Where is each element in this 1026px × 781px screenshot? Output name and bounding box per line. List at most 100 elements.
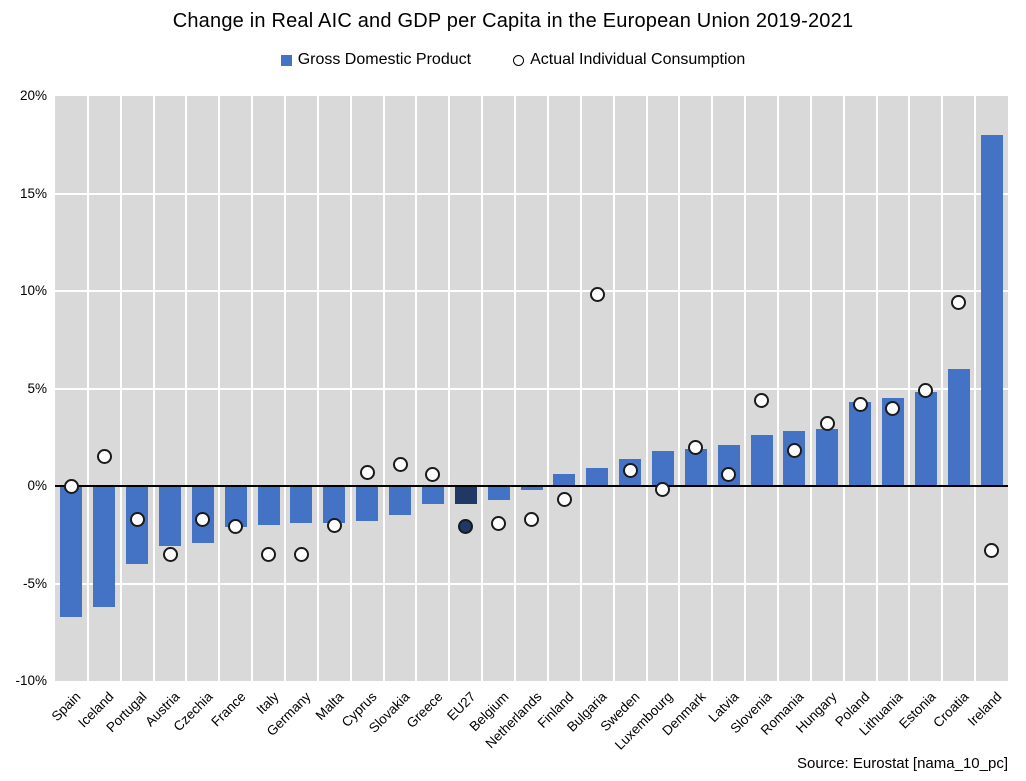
aic-marker-greece bbox=[425, 466, 441, 482]
aic-marker-slovakia bbox=[392, 457, 408, 473]
aic-marker-eu27 bbox=[458, 519, 474, 535]
aic-marker-lithuania bbox=[885, 400, 901, 416]
column-separator bbox=[218, 96, 221, 681]
bar-france bbox=[224, 486, 247, 527]
column-separator bbox=[809, 96, 812, 681]
aic-marker-romania bbox=[786, 443, 802, 459]
aic-marker-belgium bbox=[491, 515, 507, 531]
y-axis-tick: 15% bbox=[19, 185, 47, 201]
legend-gdp-label: Gross Domestic Product bbox=[297, 51, 472, 68]
legend-aic-label: Actual Individual Consumption bbox=[530, 51, 746, 68]
bar-hungary bbox=[816, 429, 839, 486]
column-separator bbox=[251, 96, 254, 681]
bar-lithuania bbox=[881, 398, 904, 486]
bar-romania bbox=[783, 431, 806, 486]
column-separator bbox=[481, 96, 484, 681]
bar-iceland bbox=[93, 486, 116, 607]
y-axis-tick: 10% bbox=[19, 283, 47, 298]
bar-poland bbox=[849, 402, 872, 486]
aic-marker-poland bbox=[852, 396, 868, 412]
y-axis-tick: 20% bbox=[19, 88, 47, 103]
bar-denmark bbox=[684, 448, 707, 486]
bar-estonia bbox=[914, 392, 937, 486]
aic-marker-finland bbox=[556, 492, 572, 508]
aic-marker-czechia bbox=[195, 511, 211, 527]
aic-marker-croatia bbox=[951, 295, 967, 311]
bar-italy bbox=[257, 486, 280, 525]
column-separator bbox=[316, 96, 319, 681]
aic-marker-denmark bbox=[688, 439, 704, 455]
column-separator bbox=[941, 96, 944, 681]
bar-malta bbox=[323, 486, 346, 524]
column-separator bbox=[711, 96, 714, 681]
aic-marker-italy bbox=[261, 546, 277, 562]
aic-marker-ireland bbox=[984, 542, 1000, 558]
aic-marker-sweden bbox=[622, 462, 638, 478]
column-separator bbox=[382, 96, 385, 681]
gridline-15 bbox=[55, 192, 1008, 195]
column-separator bbox=[744, 96, 747, 681]
gridline--5 bbox=[55, 582, 1008, 585]
aic-marker-cyprus bbox=[359, 464, 375, 480]
bar-belgium bbox=[487, 486, 510, 500]
aic-marker-netherlands bbox=[524, 511, 539, 527]
bar-bulgaria bbox=[586, 468, 609, 486]
gdp-square-icon bbox=[280, 54, 292, 66]
aic-marker-bulgaria bbox=[589, 287, 605, 303]
column-separator bbox=[776, 96, 779, 681]
bar-finland bbox=[553, 474, 576, 486]
column-separator bbox=[284, 96, 287, 681]
column-separator bbox=[448, 96, 451, 681]
legend: Gross Domestic Product Actual Individual… bbox=[0, 51, 1026, 69]
y-axis-tick: 5% bbox=[27, 380, 47, 396]
aic-marker-estonia bbox=[918, 382, 934, 398]
column-separator bbox=[119, 96, 122, 681]
column-separator bbox=[579, 96, 582, 681]
column-separator bbox=[514, 96, 517, 681]
column-separator bbox=[415, 96, 418, 681]
bar-croatia bbox=[947, 369, 970, 486]
bar-luxembourg bbox=[651, 450, 674, 486]
column-separator bbox=[974, 96, 977, 681]
column-separator bbox=[185, 96, 188, 681]
column-separator bbox=[86, 96, 89, 681]
bar-spain bbox=[60, 486, 83, 617]
aic-marker-luxembourg bbox=[655, 482, 671, 498]
aic-marker-latvia bbox=[721, 466, 737, 482]
column-separator bbox=[875, 96, 878, 681]
aic-marker-hungary bbox=[819, 416, 835, 432]
legend-item-gdp: Gross Domestic Product bbox=[280, 51, 472, 69]
column-separator bbox=[612, 96, 615, 681]
aic-marker-slovenia bbox=[754, 392, 770, 408]
aic-marker-austria bbox=[162, 546, 178, 562]
y-axis-tick: -5% bbox=[22, 575, 47, 591]
aic-marker-malta bbox=[326, 517, 342, 533]
bar-eu27 bbox=[454, 486, 477, 504]
bar-ireland bbox=[980, 135, 1003, 486]
column-separator bbox=[842, 96, 845, 681]
column-separator bbox=[546, 96, 549, 681]
column-separator bbox=[645, 96, 648, 681]
column-separator bbox=[678, 96, 681, 681]
chart-title: Change in Real AIC and GDP per Capita in… bbox=[172, 10, 854, 32]
gridline-10 bbox=[55, 290, 1008, 292]
aic-marker-france bbox=[228, 519, 244, 535]
bar-slovenia bbox=[750, 435, 773, 486]
bar-germany bbox=[290, 486, 313, 524]
column-separator bbox=[349, 96, 352, 681]
bar-slovakia bbox=[389, 486, 412, 516]
aic-circle-icon bbox=[513, 54, 525, 66]
column-separator bbox=[908, 96, 911, 681]
gridline-5 bbox=[55, 387, 1008, 390]
y-axis-tick: -10% bbox=[15, 673, 47, 688]
plot-area bbox=[55, 96, 1008, 681]
bar-greece bbox=[421, 486, 444, 504]
y-axis-tick: 0% bbox=[27, 478, 47, 493]
source-note: Source: Eurostat [nama_10_pc] bbox=[797, 755, 1008, 772]
aic-marker-iceland bbox=[96, 449, 112, 465]
legend-item-aic: Actual Individual Consumption bbox=[513, 51, 745, 69]
bar-netherlands bbox=[520, 486, 543, 490]
zero-axis-line bbox=[55, 485, 1008, 487]
bar-austria bbox=[159, 486, 182, 547]
